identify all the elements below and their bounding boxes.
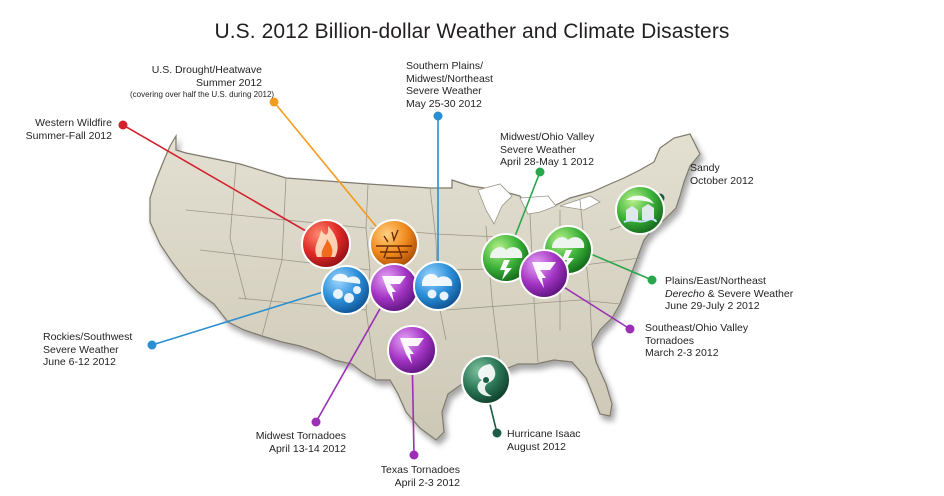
- label-date: April 13-14 2012: [268, 442, 346, 455]
- label-date: June 6-12 2012: [43, 356, 116, 368]
- label-title: Midwest/Northeast: [406, 72, 493, 85]
- map-title: U.S. 2012 Billion-dollar Weather and Cli…: [214, 20, 730, 43]
- label-title: Southern Plains/: [406, 60, 484, 72]
- southeast-label: Southeast/Ohio Valley Tornadoes March 2-…: [645, 322, 748, 360]
- hurricane-icon: [461, 355, 511, 405]
- label-title: Severe Weather: [43, 343, 119, 356]
- wildfire-icon: [301, 219, 351, 269]
- label-date: May 25-30 2012: [406, 97, 482, 110]
- label-title: & Severe Weather: [704, 287, 794, 300]
- midwest-tornadoes-label: Midwest Tornadoes April 13-14 2012: [228, 430, 346, 455]
- label-date: June 29-July 2 2012: [665, 300, 760, 312]
- label-note: (covering over half the U.S. during 2012…: [130, 90, 275, 99]
- label-title: Texas Tornadoes: [380, 464, 460, 476]
- label-title: Western Wildfire: [35, 117, 112, 129]
- great-lakes: [477, 183, 601, 225]
- label-date: October 2012: [690, 174, 754, 187]
- hail-icon: [321, 265, 371, 315]
- sandy-label: Sandy October 2012: [690, 162, 754, 187]
- southern-plains-label: Southern Plains/ Midwest/Northeast Sever…: [406, 60, 493, 110]
- label-title: Severe Weather: [500, 143, 576, 156]
- tornado-icon: [387, 325, 437, 375]
- derecho-label: Plains/East/Northeast Derecho & Severe W…: [665, 275, 793, 313]
- label-title: Sandy: [690, 162, 720, 174]
- label-title: Southeast/Ohio Valley: [645, 322, 749, 334]
- label-title: Midwest/Ohio Valley: [500, 131, 595, 143]
- label-title: Midwest Tornadoes: [255, 430, 346, 442]
- label-title: Hurricane Isaac: [507, 428, 581, 440]
- texas-label: Texas Tornadoes April 2-3 2012: [360, 464, 460, 489]
- tornado-icon: [519, 249, 569, 299]
- drought-label: U.S. Drought/Heatwave Summer 2012 (cover…: [130, 64, 275, 100]
- label-italic: Derecho: [665, 287, 705, 300]
- label-title: Tornadoes: [645, 334, 695, 347]
- sandy-icon: [615, 185, 665, 235]
- wildfire-label: Western Wildfire Summer-Fall 2012: [6, 117, 112, 142]
- rockies-label: Rockies/Southwest Severe Weather June 6-…: [43, 331, 132, 369]
- label-date: March 2-3 2012: [645, 347, 719, 359]
- label-title: U.S. Drought/Heatwave: [151, 64, 262, 76]
- tornado-icon: [369, 263, 419, 313]
- label-date: August 2012: [507, 440, 566, 453]
- severe-weather-icon: [413, 261, 463, 311]
- label-date: Summer 2012: [196, 76, 262, 89]
- isaac-label: Hurricane Isaac August 2012: [507, 428, 581, 453]
- midwest-ohio-label: Midwest/Ohio Valley Severe Weather April…: [500, 131, 594, 169]
- label-date: April 28-May 1 2012: [500, 156, 594, 168]
- label-title: Severe Weather: [406, 85, 482, 97]
- label-date: Summer-Fall 2012: [25, 129, 112, 142]
- storm-cloud-icon: [481, 233, 531, 283]
- label-title: Plains/East/Northeast: [665, 275, 766, 287]
- label-date: April 2-3 2012: [394, 476, 460, 489]
- drought-icon: [369, 219, 419, 269]
- label-title: Rockies/Southwest: [43, 331, 133, 343]
